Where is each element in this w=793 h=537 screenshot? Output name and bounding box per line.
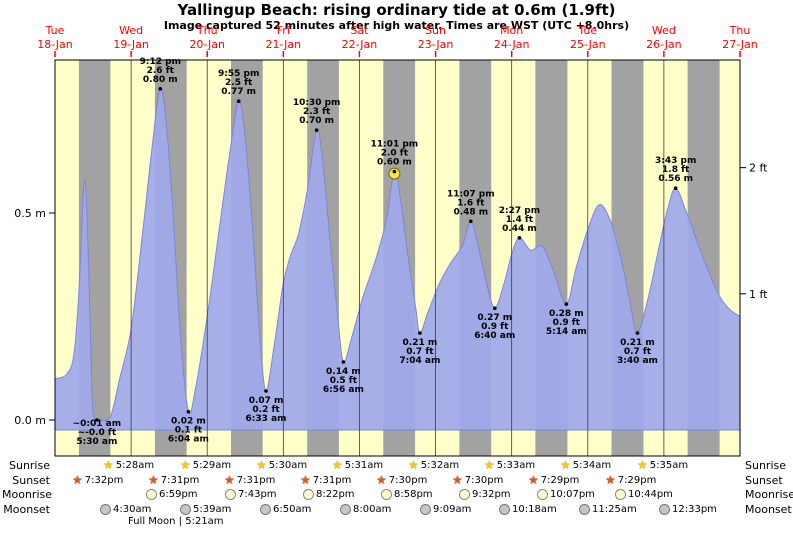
left-axis-label: 0.5 m <box>14 207 46 220</box>
high-tide-dot <box>314 128 319 132</box>
low-tide-dot <box>341 360 346 364</box>
page-subtitle: Image captured 52 minutes after high wat… <box>163 19 630 32</box>
right-axis-label: 2 ft <box>749 162 768 175</box>
low-tide-label: 0.21 m 0.7 ft 7:04 am <box>399 338 440 366</box>
day-label: Thu 20-Jan <box>189 24 225 51</box>
low-tide-label: ~0:01 am ~-0.0 ft 5:30 am <box>73 419 122 447</box>
low-tide-dot <box>418 331 422 335</box>
left-axis-label: 0.0 m <box>14 414 46 427</box>
high-tide-dot <box>392 169 397 174</box>
day-label: Tue 18-Jan <box>37 24 73 51</box>
low-tide-dot <box>564 302 569 306</box>
low-tide-dot <box>493 306 497 311</box>
day-label: Wed 26-Jan <box>646 24 682 51</box>
low-tide-dot <box>635 331 640 335</box>
high-tide-label: 9:55 pm 2.5 ft 0.77 m <box>218 69 259 97</box>
plot-border <box>54 59 741 457</box>
day-label: Sat 22-Jan <box>342 24 378 51</box>
day-label: Tue 25-Jan <box>570 24 606 51</box>
page-title: Yallingup Beach: rising ordinary tide at… <box>177 1 616 19</box>
right-axis-label: 1 ft <box>749 288 768 301</box>
high-tide-label: 11:01 pm 2.0 ft 0.60 m <box>371 140 419 168</box>
day-label: Mon 24-Jan <box>494 24 530 51</box>
low-tide-dot <box>264 389 268 393</box>
high-tide-dot <box>158 87 163 91</box>
day-label: Fri 21-Jan <box>266 24 302 51</box>
low-tide-label: 0.21 m 0.7 ft 3:40 am <box>617 338 658 366</box>
high-tide-dot <box>673 186 678 190</box>
high-tide-label: 2:27 pm 1.4 ft 0.44 m <box>499 206 540 234</box>
low-tide-dot <box>186 409 191 414</box>
day-label: Thu 27-Jan <box>722 24 758 51</box>
low-tide-label: 0.28 m 0.9 ft 5:14 am <box>546 309 587 337</box>
high-tide-label: 9:12 pm 2.6 ft 0.80 m <box>140 57 181 85</box>
high-tide-label: 10:30 pm 2.3 ft 0.70 m <box>293 98 341 126</box>
day-label: Sun 23-Jan <box>418 24 454 51</box>
day-label: Wed 19-Jan <box>113 24 149 51</box>
high-tide-label: 3:43 pm 1.8 ft 0.56 m <box>655 156 696 184</box>
low-tide-dot <box>95 418 99 422</box>
high-tide-label: 11:07 pm 1.6 ft 0.48 m <box>447 189 495 217</box>
low-tide-label: 0.07 m 0.2 ft 6:33 am <box>246 396 287 424</box>
low-tide-label: 0.02 m 0.1 ft 6:04 am <box>168 417 209 445</box>
low-tide-label: 0.27 m 0.9 ft 6:40 am <box>474 313 515 341</box>
high-tide-dot <box>517 236 522 240</box>
high-tide-dot <box>236 99 241 103</box>
current-position-marker <box>388 167 401 180</box>
high-tide-dot <box>469 219 473 224</box>
low-tide-label: 0.14 m 0.5 ft 6:56 am <box>323 367 364 395</box>
